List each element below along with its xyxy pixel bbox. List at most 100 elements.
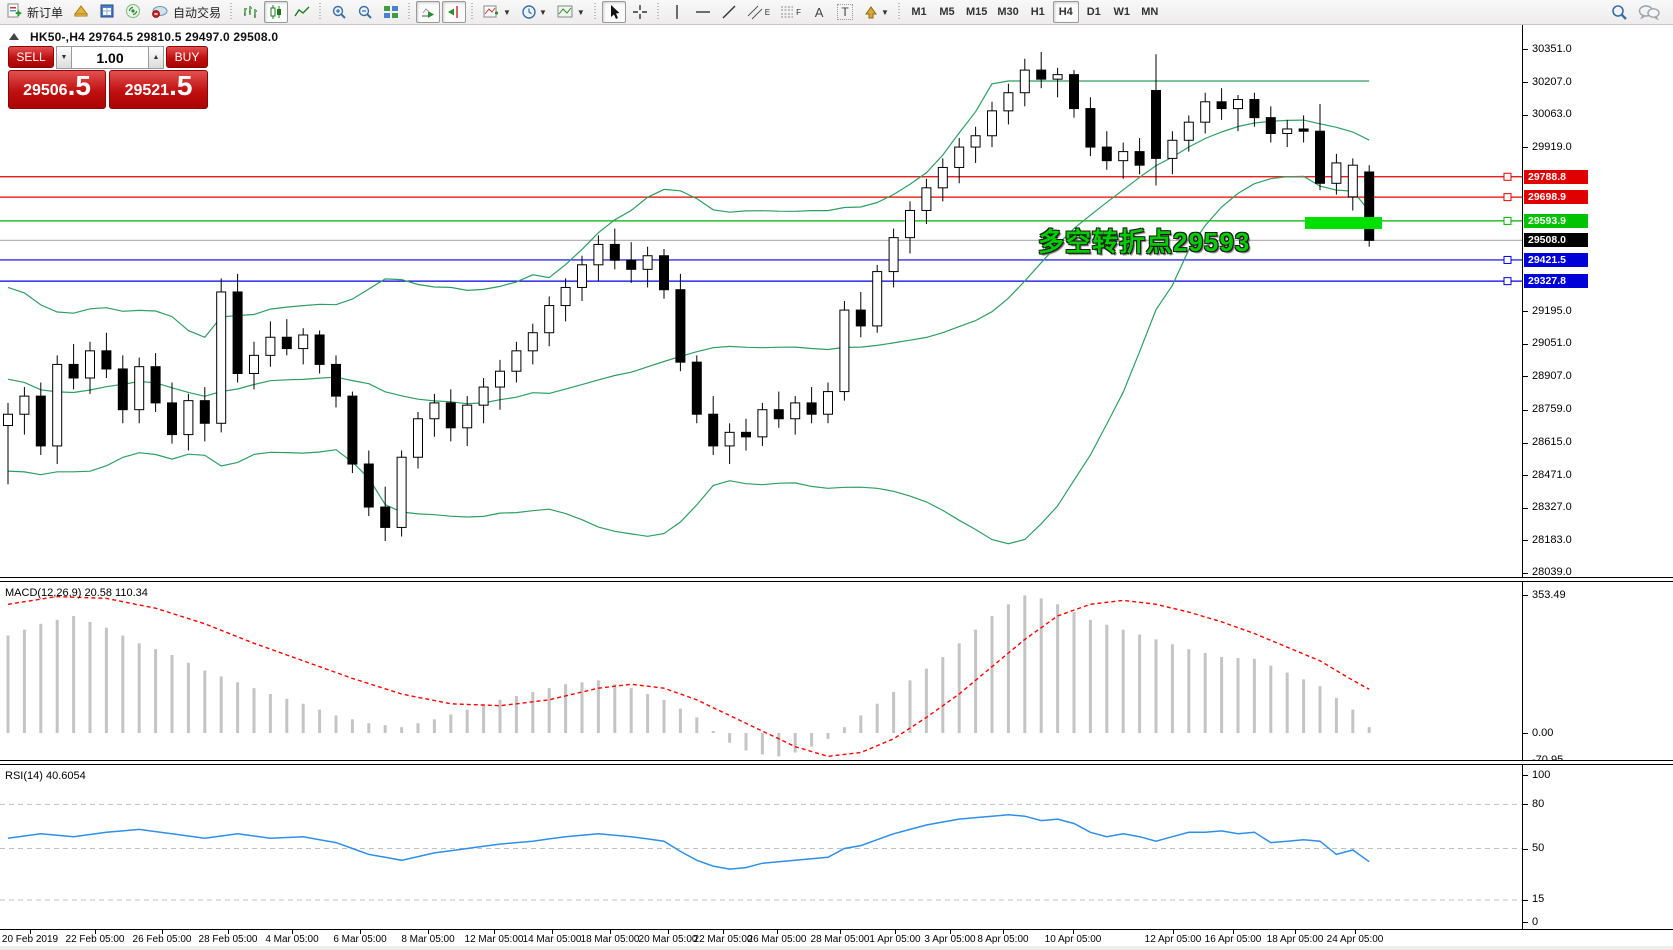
candlestick-chart-button[interactable] xyxy=(264,1,289,23)
toolbar-separator xyxy=(654,3,662,21)
data-window-button[interactable] xyxy=(95,1,119,23)
candle-body xyxy=(1183,121,1194,141)
horizontal-line-button[interactable] xyxy=(691,1,715,23)
text-label-button[interactable]: T xyxy=(833,1,857,23)
candle-body xyxy=(708,413,719,447)
toolbar-separator xyxy=(895,3,903,21)
signals-button[interactable] xyxy=(121,1,145,23)
buy-button[interactable]: BUY xyxy=(166,46,208,68)
time-tick xyxy=(668,930,669,934)
rsi-canvas[interactable] xyxy=(0,765,1522,928)
price-axis[interactable]: 30351.0 30207.0 30063.0 29919.0 29195.0 29051… xyxy=(1522,25,1673,929)
toolbar-separator xyxy=(406,3,414,21)
templates-button[interactable]: ▼ xyxy=(553,1,589,23)
macd-histogram-bar xyxy=(859,715,863,733)
sell-price-button[interactable]: 29506 .5 xyxy=(8,70,106,109)
sell-button[interactable]: SELL xyxy=(8,46,54,68)
candle-body xyxy=(839,309,850,393)
chart-shift-button[interactable] xyxy=(442,1,467,23)
channel-tag: E xyxy=(764,7,771,17)
tf-m15-button[interactable]: M15 xyxy=(965,6,988,18)
panel-splitter[interactable] xyxy=(0,760,1673,765)
tf-d1-button[interactable]: D1 xyxy=(1086,6,1101,18)
tile-windows-icon xyxy=(384,6,399,18)
candle-body xyxy=(117,368,128,411)
bollinger-lower-band xyxy=(7,175,1370,545)
volume-decrease-button[interactable]: ▼ xyxy=(56,46,72,69)
tf-m5-button[interactable]: M5 xyxy=(939,6,955,18)
oneclick-collapse-toggle[interactable] xyxy=(9,33,19,40)
time-tick xyxy=(162,930,163,934)
tf-mn-button[interactable]: MN xyxy=(1141,6,1159,18)
candle-body xyxy=(544,305,555,334)
time-axis[interactable]: 20 Feb 2019 22 Feb 05:00 26 Feb 05:00 28 Fe… xyxy=(0,929,1673,946)
new-order-button[interactable]: 新订单 xyxy=(3,1,67,23)
tf-m1-button[interactable]: M1 xyxy=(911,6,927,18)
toolbar-group-main: 新订单 自动交易 xyxy=(2,0,226,24)
zoom-in-button[interactable] xyxy=(327,1,351,23)
macd-canvas[interactable] xyxy=(0,583,1522,761)
text-button[interactable]: A xyxy=(807,1,831,23)
candle-body xyxy=(1134,151,1145,166)
periods-button[interactable]: ▼ xyxy=(517,1,551,23)
cursor-button[interactable] xyxy=(601,1,626,23)
toolbar-group-zoom xyxy=(326,0,404,24)
fibonacci-button[interactable]: F xyxy=(776,1,805,23)
macd-histogram-bar xyxy=(777,733,781,757)
indicators-button[interactable]: ▼ xyxy=(479,1,515,23)
volume-input[interactable] xyxy=(72,46,148,69)
buy-label: BUY xyxy=(174,50,200,64)
volume-increase-button[interactable]: ▲ xyxy=(148,46,164,69)
candle-body xyxy=(462,404,473,429)
candle-body xyxy=(1315,130,1325,184)
candle-body xyxy=(1151,89,1161,159)
volume-stepper: ▼ ▲ xyxy=(56,46,164,69)
price-tick-label: 30207.0 xyxy=(1532,75,1572,88)
sell-price-frac: .5 xyxy=(67,70,91,101)
tile-windows-button[interactable] xyxy=(379,1,403,23)
fibo-tag: F xyxy=(796,7,802,17)
buy-price-button[interactable]: 29521 .5 xyxy=(109,70,208,109)
top-toolbar: 新订单 自动交易 xyxy=(0,0,1673,25)
time-tick xyxy=(428,930,429,934)
macd-histogram-bar xyxy=(793,733,797,753)
market-watch-button[interactable] xyxy=(69,1,93,23)
tf-h1-button[interactable]: H1 xyxy=(1030,6,1045,18)
sell-label: SELL xyxy=(16,50,46,64)
axis-tick xyxy=(1523,311,1528,313)
main-chart-canvas[interactable] xyxy=(0,25,1522,581)
time-tick-label: 8 Mar 05:00 xyxy=(401,934,455,945)
window-bottom-edge xyxy=(0,946,1673,950)
time-tick-label: 22 Mar 05:00 xyxy=(693,934,753,945)
candle-body xyxy=(806,402,817,415)
auto-scroll-button[interactable] xyxy=(416,1,441,23)
candle-body xyxy=(249,354,259,374)
zoom-out-button[interactable] xyxy=(353,1,377,23)
macd-histogram-bar xyxy=(875,703,879,733)
crosshair-button[interactable] xyxy=(628,1,652,23)
macd-histogram-bar xyxy=(350,719,354,733)
macd-histogram-bar xyxy=(1203,653,1207,733)
vertical-line-button[interactable] xyxy=(665,1,689,23)
candle-body xyxy=(265,336,276,356)
macd-histogram-bar xyxy=(1236,657,1240,733)
arrows-button[interactable]: ▼ xyxy=(859,1,893,23)
tf-w1-button[interactable]: W1 xyxy=(1113,6,1131,18)
time-tick xyxy=(552,930,553,934)
macd-histogram-bar xyxy=(1154,639,1158,733)
trendline-button[interactable] xyxy=(717,1,741,23)
market-watch-icon xyxy=(73,3,89,22)
equidistant-channel-button[interactable]: E xyxy=(743,1,774,23)
chat-button[interactable] xyxy=(1634,1,1664,23)
macd-histogram-bar xyxy=(613,684,617,733)
panel-splitter[interactable] xyxy=(0,577,1673,582)
line-chart-button[interactable] xyxy=(290,1,314,23)
bar-chart-button[interactable] xyxy=(238,1,262,23)
tf-h4-button[interactable]: H4 xyxy=(1052,1,1079,23)
chart-shift-icon xyxy=(448,6,458,18)
tf-m30-button[interactable]: M30 xyxy=(997,6,1019,18)
search-button[interactable] xyxy=(1607,1,1632,23)
horizontal-line-icon xyxy=(695,11,710,13)
time-tick xyxy=(1355,930,1356,934)
autotrading-button[interactable]: 自动交易 xyxy=(147,1,225,23)
